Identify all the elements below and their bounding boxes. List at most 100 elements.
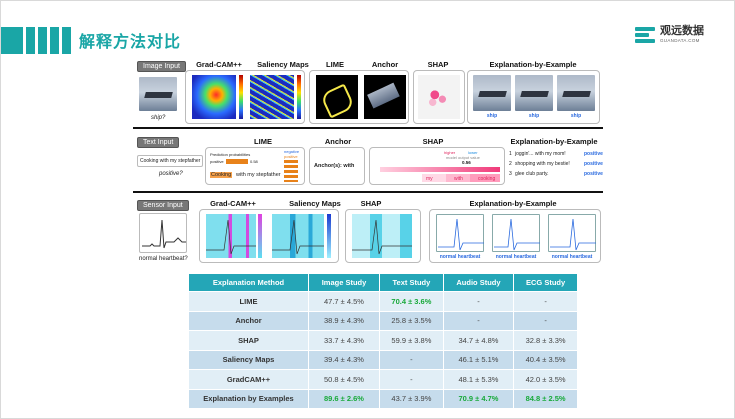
sensor-col-shap: SHAP <box>360 199 382 208</box>
gradcam-heatmap <box>192 75 236 119</box>
sensor-col-examples: Explanation-by-Example <box>469 199 557 208</box>
anchor-text-result: Anchor(s): with <box>314 163 355 169</box>
example-ship-1 <box>473 75 511 111</box>
title-band: 解释方法对比 <box>1 23 181 57</box>
lime-prob-value: 0.58 <box>250 159 258 164</box>
ecg-example-label-2: normal heartbeat <box>495 254 537 260</box>
ecg-example-label-3: normal heartbeat <box>551 254 593 260</box>
text-question: positive? <box>159 171 183 177</box>
lime-class-label: positive <box>210 159 224 164</box>
image-col-lime: LIME <box>326 60 344 69</box>
image-attribution-box <box>185 70 305 124</box>
lime-prob-title: Prediction probabilities <box>210 152 251 157</box>
col-header-image: Image Study <box>308 273 380 292</box>
sensor-row: Sensor Input normal heartbeat? Grad-CAM+… <box>133 195 603 265</box>
sensor-shap-map <box>352 214 412 258</box>
text-lime-box: negative positive Prediction probabiliti… <box>205 147 305 185</box>
results-table: Explanation Method Image Study Text Stud… <box>188 273 578 409</box>
image-col-saliency: Saliency Maps <box>257 60 309 69</box>
table-row: SHAP 33.7 ± 4.3% 59.9 ± 3.8% 34.7 ± 4.8%… <box>188 330 578 351</box>
lime-highlight-word: Cooking <box>210 172 233 178</box>
sensor-col-saliency: Saliency Maps <box>289 199 341 208</box>
shap-token-cooking: cooking <box>478 176 496 182</box>
lime-legend-positive: positive <box>284 154 298 159</box>
image-col-examples: Explanation-by-Example <box>489 60 577 69</box>
anchor-image <box>364 75 406 119</box>
image-row: Image Input ship? Grad-CAM++ Saliency Ma… <box>133 57 603 125</box>
text-anchor-box: Anchor(s): with <box>309 147 365 185</box>
image-shap-box <box>413 70 465 124</box>
sensor-shap-trace <box>352 219 412 255</box>
explanation-figure: Image Input ship? Grad-CAM++ Saliency Ma… <box>133 57 603 267</box>
image-input-tag: Image Input <box>137 61 186 72</box>
sensor-question: normal heartbeat? <box>139 256 188 262</box>
sensor-saliency-colorbar <box>327 214 331 258</box>
sensor-attribution-traces <box>206 219 324 255</box>
saliency-map <box>250 75 294 119</box>
slide-title: 解释方法对比 <box>79 34 182 51</box>
text-col-lime: LIME <box>254 137 272 146</box>
lime-rest-text: with my stepfather <box>236 172 281 178</box>
example-label-3: ship <box>570 113 582 119</box>
image-question: ship? <box>151 115 166 121</box>
ecg-example-2 <box>492 214 540 252</box>
row-divider-2 <box>133 191 603 193</box>
shap-output-value: 0.56 <box>462 160 471 165</box>
lime-weight-bars <box>284 160 298 182</box>
ecg-example-1 <box>436 214 484 252</box>
sensor-attribution-box <box>199 209 339 263</box>
example-ship-2 <box>515 75 553 111</box>
table-row: LIME 47.7 ± 4.5% 70.4 ± 3.6% - - <box>188 291 578 312</box>
sensor-col-gradcam: Grad-CAM++ <box>210 199 256 208</box>
text-examples-list: 1 joggin'... with my mom! positive 2 sho… <box>509 151 603 177</box>
logo-name: 观远数据 <box>660 25 704 38</box>
text-input-box: Cooking with my stepfather <box>137 155 203 167</box>
shap-force-bar <box>380 167 500 172</box>
table-row: Saliency Maps 39.4 ± 4.3% - 46.1 ± 5.1% … <box>188 349 578 370</box>
example-label-1: ship <box>486 113 498 119</box>
col-header-ecg: ECG Study <box>513 273 578 292</box>
shap-lower-label: lower <box>468 150 478 155</box>
shap-token-my: my <box>426 176 433 182</box>
title-stripes <box>1 26 71 54</box>
row-divider-1 <box>133 127 603 129</box>
ecg-example-label-1: normal heartbeat <box>439 254 481 260</box>
table-row: Explanation by Examples 89.6 ± 2.6% 43.7… <box>188 388 578 409</box>
text-col-examples: Explanation-by-Example <box>510 137 598 146</box>
example-ship-3 <box>557 75 595 111</box>
input-ship-image <box>139 77 177 111</box>
col-header-method: Explanation Method <box>188 273 309 292</box>
sensor-input-tag: Sensor Input <box>137 200 189 211</box>
col-header-text: Text Study <box>379 273 444 292</box>
table-row: GradCAM++ 50.8 ± 4.5% - 48.1 ± 5.3% 42.0… <box>188 369 578 390</box>
table-header-row: Explanation Method Image Study Text Stud… <box>188 273 578 292</box>
text-shap-box: higher lower model output value 0.56 my … <box>369 147 505 185</box>
logo-icon <box>635 25 655 45</box>
lime-prob-bar <box>226 159 248 164</box>
shap-token-band <box>380 174 500 182</box>
sensor-examples-box: normal heartbeat normal heartbeat normal… <box>429 209 601 263</box>
input-ecg-trace <box>142 219 186 249</box>
text-row: Text Input Cooking with my stepfather po… <box>133 131 603 189</box>
image-lime-anchor-box <box>309 70 409 124</box>
shap-image <box>418 75 460 119</box>
sensor-shap-box <box>345 209 421 263</box>
saliency-colorbar <box>297 75 301 119</box>
image-col-anchor: Anchor <box>371 60 399 69</box>
text-col-anchor: Anchor <box>324 137 352 146</box>
lime-legend-negative: negative <box>284 149 300 154</box>
sensor-input-box <box>139 213 187 253</box>
shap-higher-label: higher <box>444 150 456 155</box>
image-col-gradcam: Grad-CAM++ <box>196 60 242 69</box>
logo-domain: GUANDATA.COM <box>660 38 700 44</box>
table-row: Anchor 38.9 ± 4.3% 25.8 ± 3.5% - - <box>188 310 578 331</box>
shap-token-with: with <box>454 176 463 182</box>
lime-superpixel-image <box>316 75 358 119</box>
ecg-example-3 <box>548 214 596 252</box>
text-input-tag: Text Input <box>137 137 180 148</box>
image-examples-box: ship ship ship <box>467 70 600 124</box>
col-header-audio: Audio Study <box>442 273 515 292</box>
text-input-sentence: Cooking with my stepfather <box>140 158 201 164</box>
shap-output-label: model output value <box>446 155 480 160</box>
